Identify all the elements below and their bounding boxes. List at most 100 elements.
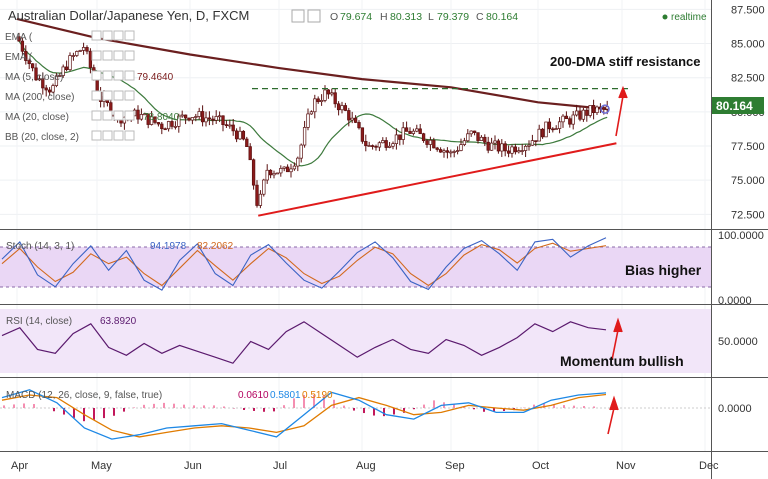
candle <box>326 89 331 95</box>
legend-control-icon[interactable] <box>102 110 113 121</box>
candle <box>561 115 565 123</box>
legend-control-icon[interactable] <box>91 70 102 81</box>
candle <box>387 145 392 148</box>
last-price-label: 80.164 <box>716 99 753 113</box>
candle <box>17 36 21 42</box>
candle <box>591 105 596 113</box>
legend-control-icon[interactable] <box>102 70 113 81</box>
legend-control-icon[interactable] <box>113 30 124 41</box>
x-tick-label: Nov <box>616 460 636 472</box>
candle <box>316 98 320 103</box>
candle <box>377 142 382 148</box>
legend-control-icon[interactable] <box>91 30 102 41</box>
candle <box>540 128 545 138</box>
candle <box>493 140 497 144</box>
x-axis: Apr May Jun Jul Aug Sep Oct Nov Dec <box>11 460 719 472</box>
stoch-d-value: 82.2062 <box>197 241 234 252</box>
candle <box>81 47 86 51</box>
main-legend: EMA (EMA (MA (5, close) 79.4640 MA (200, c… <box>5 30 180 143</box>
legend-control-icon[interactable] <box>124 130 135 141</box>
legend-control-icon[interactable] <box>113 130 124 141</box>
candle <box>455 150 460 152</box>
stoch-legend: Stoch (14, 3, 1) 94.1978 82.2062 <box>6 241 234 252</box>
legend-control-icon[interactable] <box>124 70 135 81</box>
legend-control-icon[interactable] <box>102 90 113 101</box>
candle <box>530 140 535 146</box>
legend-control-icon[interactable] <box>124 90 135 101</box>
candle <box>367 145 371 147</box>
candle <box>602 107 606 110</box>
candle <box>449 151 453 154</box>
candle <box>330 92 334 95</box>
candle <box>486 141 490 151</box>
eye-icon[interactable] <box>291 9 305 23</box>
candle <box>506 150 511 154</box>
legend-control-icon[interactable] <box>102 130 113 141</box>
candle <box>24 50 28 61</box>
rsi-value: 63.8920 <box>100 316 137 327</box>
candle <box>285 166 290 173</box>
pane-tick-label: 0.0000 <box>718 295 752 307</box>
candle <box>221 115 225 126</box>
settings-icon[interactable] <box>307 9 321 23</box>
candle <box>564 115 569 120</box>
candle <box>496 140 501 152</box>
legend-control-icon[interactable] <box>113 90 124 101</box>
last-candle-marker <box>600 104 610 114</box>
candle <box>224 124 229 127</box>
x-tick-label: Jul <box>273 460 287 472</box>
candle <box>163 128 167 131</box>
candle <box>557 121 562 129</box>
legend-control-icon[interactable] <box>113 110 124 121</box>
ohlc-readout: O 79.674 H 80.313 L 79.379 C 80.164 <box>330 11 518 23</box>
macd-line <box>1 389 607 440</box>
arrow-macd <box>607 407 615 435</box>
legend-control-icon[interactable] <box>113 50 124 61</box>
candle <box>323 89 327 101</box>
legend-control-icon[interactable] <box>91 90 102 101</box>
legend-control-icon[interactable] <box>124 50 135 61</box>
candle <box>194 116 198 118</box>
candle <box>204 117 208 123</box>
legend-control-icon[interactable] <box>124 110 135 121</box>
stoch-k-value: 94.1978 <box>150 241 187 252</box>
candle <box>156 122 161 125</box>
legend-control-icon[interactable] <box>124 30 135 41</box>
candle <box>595 106 599 113</box>
candle <box>452 151 456 153</box>
resistance-annotation: 200-DMA stiff resistance <box>550 54 701 69</box>
candle <box>571 114 575 125</box>
legend-control-icon[interactable] <box>102 50 113 61</box>
candle <box>340 105 344 111</box>
pane-tick-label: 100.0000 <box>718 230 764 242</box>
x-tick-label: Sep <box>445 460 465 472</box>
candle <box>398 134 402 140</box>
legend-control-icon[interactable] <box>113 70 124 81</box>
candle <box>479 136 484 141</box>
candle <box>139 114 144 120</box>
candle <box>245 138 249 148</box>
indicator-value: 79.4640 <box>137 72 174 83</box>
arrow-momentum-head <box>613 317 623 333</box>
candle <box>394 134 399 144</box>
legend-control-icon[interactable] <box>91 50 102 61</box>
candle <box>166 121 171 130</box>
legend-control-icon[interactable] <box>91 130 102 141</box>
candle <box>425 140 429 145</box>
support-trendline <box>258 142 617 217</box>
candle <box>228 124 232 127</box>
candle <box>333 92 337 105</box>
candle <box>510 146 514 154</box>
y-tick-label: 77.500 <box>731 141 765 153</box>
candle <box>404 127 409 132</box>
indicator-label: MA (5, close) <box>5 72 63 83</box>
candle <box>364 141 368 147</box>
candle <box>30 63 35 69</box>
momentum-annotation: Momentum bullish <box>560 353 684 369</box>
macd-label: MACD (12, 26, close, 9, false, true) <box>6 390 162 401</box>
candle <box>336 103 341 111</box>
candle <box>34 67 38 81</box>
annotation-arrows <box>607 85 628 435</box>
legend-control-icon[interactable] <box>102 30 113 41</box>
legend-control-icon[interactable] <box>91 110 102 121</box>
